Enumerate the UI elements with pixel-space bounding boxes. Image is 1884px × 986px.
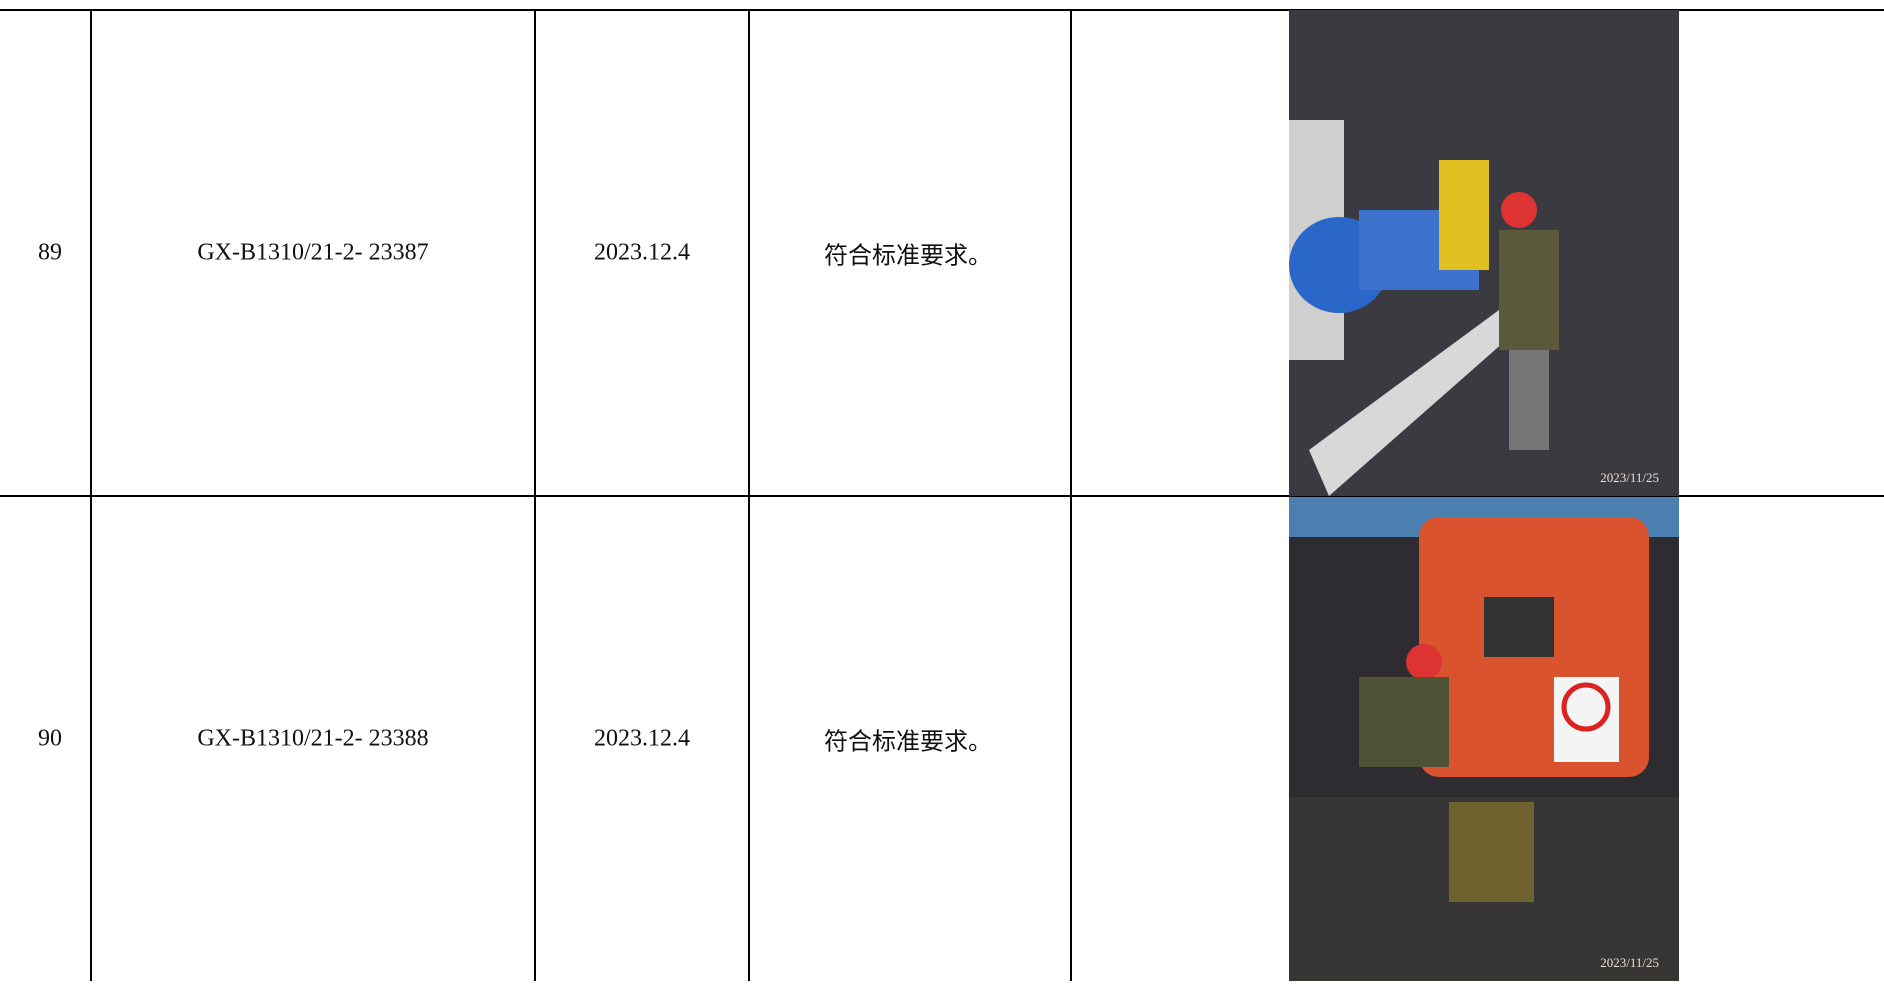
photo: 2023/11/25 [1289,497,1679,981]
cell-result: 符合标准要求。 [824,243,992,270]
col-line [1070,10,1072,981]
cell-result: 符合标准要求。 [824,729,992,756]
photo-stamp: 2023/11/25 [1600,955,1659,970]
row-line [0,495,1884,497]
photo-image [1289,10,1679,496]
cell-code: GX-B1310/21-2- 23388 [197,725,429,752]
cell-date: 2023.12.4 [594,725,690,752]
col-line [534,10,536,981]
col-line [90,10,92,981]
photo-stamp: 2023/11/25 [1600,470,1659,485]
cell-date: 2023.12.4 [594,239,690,266]
col-line [748,10,750,981]
row-line [0,9,1884,11]
photo-image [1289,497,1679,981]
cell-no: 89 [38,239,62,266]
cell-code: GX-B1310/21-2- 23387 [197,239,429,266]
photo: 2023/11/25 [1289,10,1679,496]
cell-no: 90 [38,725,62,752]
